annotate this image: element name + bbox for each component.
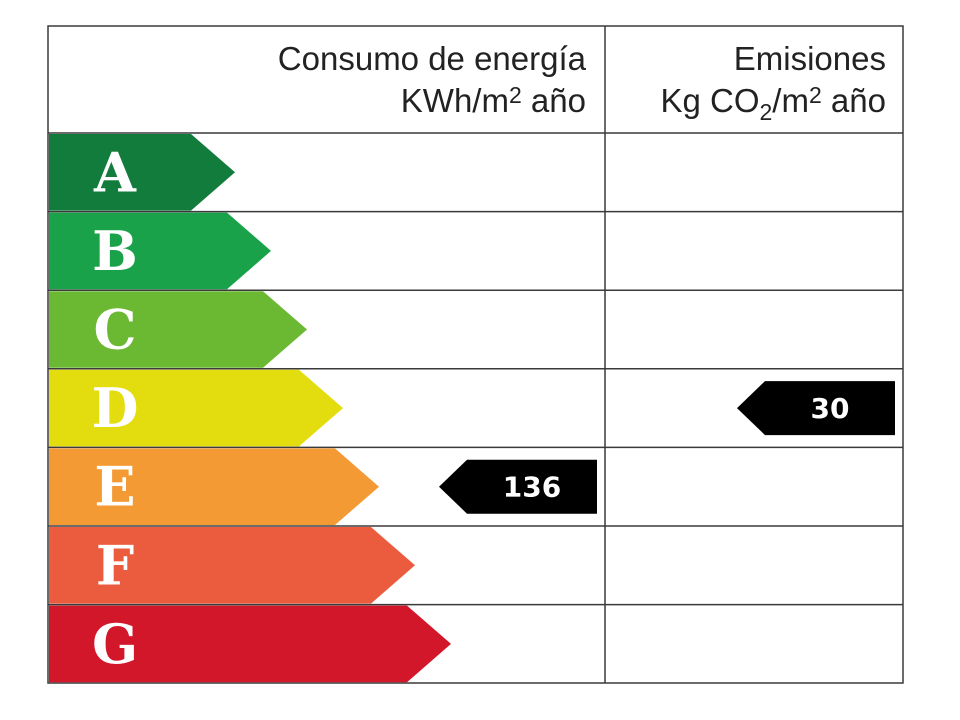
- emisiones-unit-sub: 2: [760, 99, 773, 125]
- class-letter: D: [92, 376, 139, 440]
- class-band-c: C: [49, 291, 307, 368]
- class-arrow: [49, 291, 307, 368]
- label-frame: [47, 25, 904, 684]
- rating-pointer: [737, 381, 895, 436]
- emisiones-unit-kg: Kg CO: [660, 82, 759, 119]
- class-arrow: [49, 605, 451, 683]
- class-band-d: D: [49, 369, 343, 447]
- class-letter: C: [94, 298, 137, 362]
- consumo-title: Consumo de energía: [278, 40, 587, 77]
- class-letter: A: [93, 140, 137, 204]
- consumo-unit-sup: 2: [509, 82, 522, 108]
- rating-pointer: [439, 459, 597, 514]
- class-band-g: G: [49, 605, 451, 683]
- label-grid: [47, 25, 904, 684]
- class-letter: B: [92, 219, 138, 283]
- class-band-a: A: [49, 134, 235, 211]
- class-band-e: E: [49, 448, 379, 525]
- class-band-b: B: [49, 212, 271, 290]
- class-letter: F: [96, 533, 134, 597]
- class-arrow: [49, 212, 271, 290]
- emisiones-unit: Kg CO2/m2 año: [660, 82, 886, 125]
- emisiones-rating-marker: 30: [737, 381, 895, 436]
- row-dividers: [48, 132, 903, 606]
- class-letter: G: [92, 612, 138, 676]
- class-arrow: [49, 369, 343, 447]
- class-arrow: [49, 527, 415, 604]
- rating-value: 30: [811, 392, 850, 425]
- consumo-unit-suffix: año: [522, 82, 586, 119]
- rating-value: 136: [503, 471, 561, 504]
- class-arrow: [49, 448, 379, 525]
- emisiones-unit-sup: 2: [809, 82, 822, 108]
- emisiones-title: Emisiones: [734, 40, 886, 77]
- consumo-unit-prefix: KWh/m: [401, 82, 509, 119]
- emisiones-unit-m: /m: [772, 82, 809, 119]
- consumo-unit: KWh/m2 año: [401, 82, 586, 119]
- class-arrow: [49, 134, 235, 211]
- rating-markers: 136 30: [439, 381, 895, 514]
- emisiones-unit-suffix: año: [822, 82, 886, 119]
- class-band-f: F: [49, 527, 415, 604]
- class-letter: E: [94, 455, 135, 519]
- consumo-rating-marker: 136: [439, 459, 597, 514]
